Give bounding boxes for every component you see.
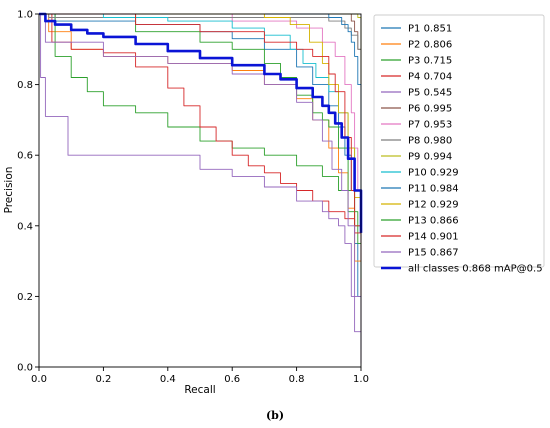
x-tick-label: 0.6 xyxy=(224,374,240,385)
legend-label-7: P7 0.953 xyxy=(408,120,452,131)
legend-label-15: P15 0.867 xyxy=(408,248,459,259)
legend-label-14: P14 0.901 xyxy=(408,232,459,243)
plot-lines xyxy=(39,12,363,364)
y-tick-label: 1.0 xyxy=(17,10,33,21)
x-tick-label: 0.2 xyxy=(95,374,111,385)
y-axis-ticks: 0.0 0.2 0.4 0.6 0.8 1.0 xyxy=(17,10,39,374)
legend-label-1: P1 0.851 xyxy=(408,24,452,35)
legend-label-12: P12 0.929 xyxy=(408,200,459,211)
legend-label-3: P3 0.715 xyxy=(408,56,452,67)
x-axis-label: Recall xyxy=(184,384,215,396)
legend: P1 0.851 P2 0.806 P3 0.715 P4 0.704 P5 0.545… xyxy=(373,14,545,275)
legend-label-9: P9 0.994 xyxy=(408,152,452,163)
y-tick-label: 0.2 xyxy=(17,292,33,303)
legend-label-6: P6 0.995 xyxy=(408,104,452,115)
series-line-7 xyxy=(39,13,362,262)
y-tick-label: 0.0 xyxy=(17,363,33,374)
series-line-16 xyxy=(39,12,363,233)
plot-frame xyxy=(38,13,362,368)
x-tick-label: 1.0 xyxy=(353,374,369,385)
series-line-15 xyxy=(39,13,362,350)
x-tick-label: 0.0 xyxy=(31,374,47,385)
series-line-1 xyxy=(39,13,362,350)
series-line-5 xyxy=(39,13,362,364)
legend-label-2: P2 0.806 xyxy=(408,40,452,51)
legend-label-13: P13 0.866 xyxy=(408,216,459,227)
x-tick-label: 0.8 xyxy=(289,374,305,385)
series-line-14 xyxy=(39,13,362,262)
figure-caption: (b) xyxy=(266,409,284,422)
y-tick-label: 0.8 xyxy=(17,80,33,91)
legend-box xyxy=(373,14,545,268)
x-axis-ticks: 0.0 0.2 0.4 0.6 0.8 1.0 xyxy=(31,367,369,385)
series-line-11 xyxy=(39,13,362,191)
legend-label-11: P11 0.984 xyxy=(408,184,459,195)
y-tick-label: 0.4 xyxy=(17,221,33,232)
legend-label-10: P10 0.929 xyxy=(408,168,459,179)
legend-label-4: P4 0.704 xyxy=(408,72,452,83)
legend-label-16: all classes 0.868 mAP@0.5 xyxy=(408,264,543,275)
legend-label-5: P5 0.545 xyxy=(408,88,452,99)
series-line-2 xyxy=(39,13,362,332)
y-axis-label: Precision xyxy=(3,167,15,214)
legend-label-8: P8 0.980 xyxy=(408,136,452,147)
x-tick-label: 0.4 xyxy=(160,374,176,385)
y-tick-label: 0.6 xyxy=(17,151,33,162)
